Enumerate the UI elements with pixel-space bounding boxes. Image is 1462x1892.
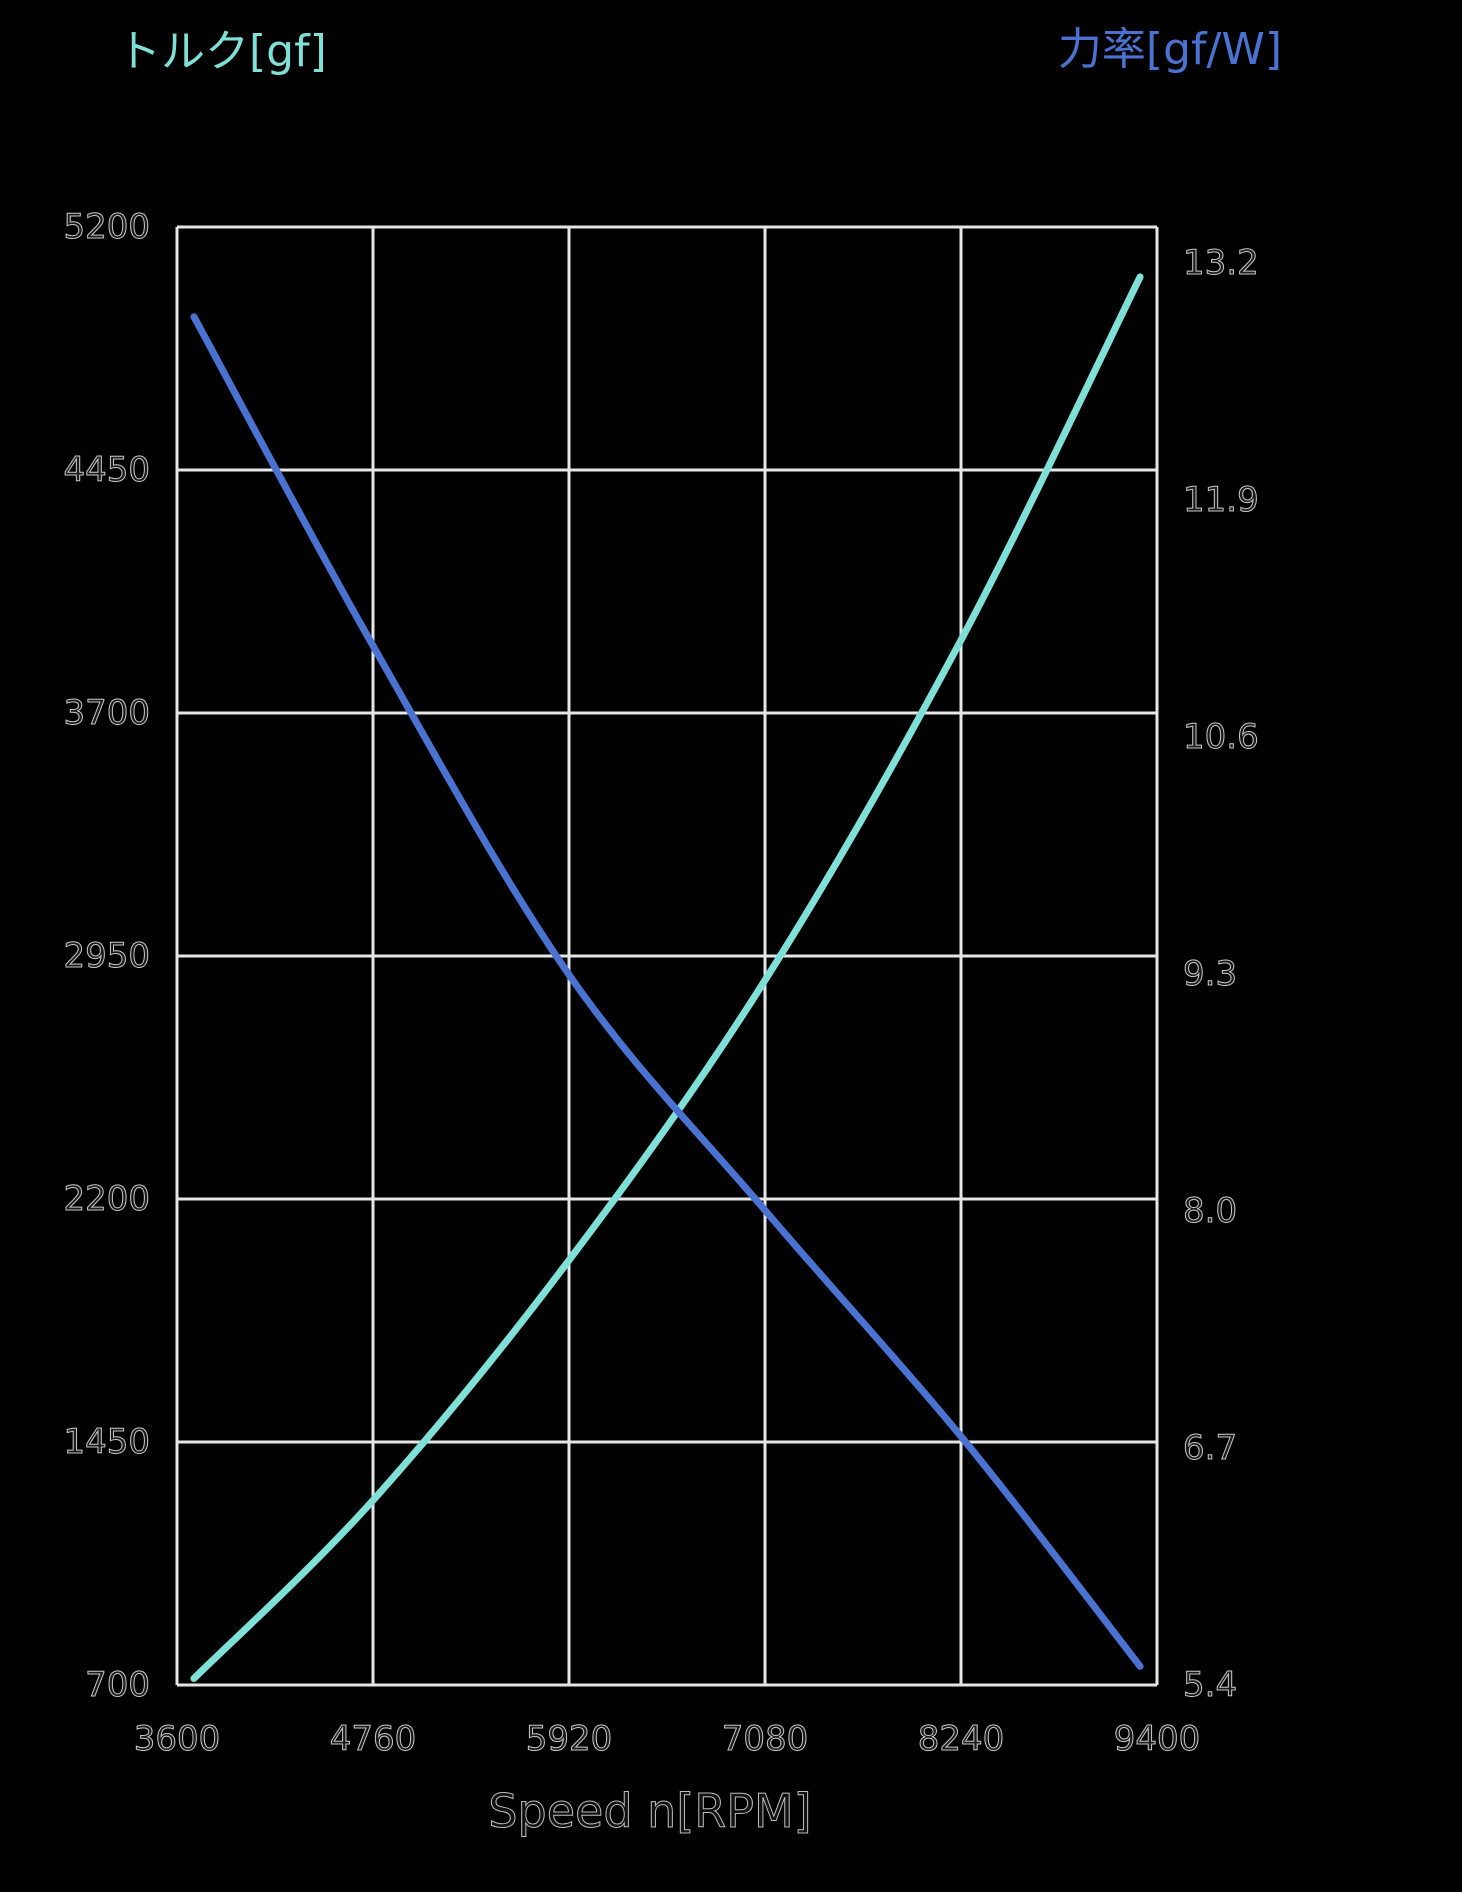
x-axis-tick-label: 8240	[917, 1719, 1005, 1759]
left-axis-tick-label: 1450	[63, 1422, 151, 1462]
left-axis-tick-label: 2950	[63, 936, 151, 976]
right-axis-tick-label: 11.9	[1183, 480, 1260, 520]
right-axis-title: 力率[gf/W]	[1057, 24, 1282, 75]
right-axis-tick-label: 9.3	[1182, 954, 1238, 994]
efficiency-curve	[190, 313, 1144, 1670]
x-axis-title: Speed n[RPM]	[488, 1784, 812, 1838]
right-axis-tick-label: 6.7	[1182, 1428, 1238, 1468]
right-axis-tick-label: 13.2	[1183, 243, 1260, 283]
right-axis-tick-label: 8.0	[1182, 1191, 1238, 1231]
right-axis-tick-label: 10.6	[1183, 717, 1260, 757]
left-axis-tick-label: 5200	[63, 207, 151, 247]
x-axis-tick-label: 3600	[133, 1719, 221, 1759]
x-axis-tick-label: 5920	[525, 1719, 613, 1759]
right-axis-tick-label: 5.4	[1182, 1665, 1238, 1705]
left-axis-title: トルク[gf]	[117, 26, 327, 77]
left-axis-tick-label: 2200	[63, 1179, 151, 1219]
left-axis-tick-label: 4450	[63, 450, 151, 490]
grid-lines	[175, 225, 1159, 1687]
torque-curve	[190, 273, 1144, 1683]
left-axis-tick-label: 700	[85, 1665, 151, 1705]
x-axis-tick-label: 7080	[721, 1719, 809, 1759]
left-axis-tick-label: 3700	[63, 693, 151, 733]
x-axis-tick-label: 4760	[329, 1719, 417, 1759]
x-axis-tick-label: 9400	[1113, 1719, 1201, 1759]
